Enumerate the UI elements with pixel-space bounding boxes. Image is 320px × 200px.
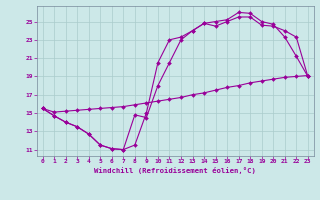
X-axis label: Windchill (Refroidissement éolien,°C): Windchill (Refroidissement éolien,°C): [94, 167, 256, 174]
